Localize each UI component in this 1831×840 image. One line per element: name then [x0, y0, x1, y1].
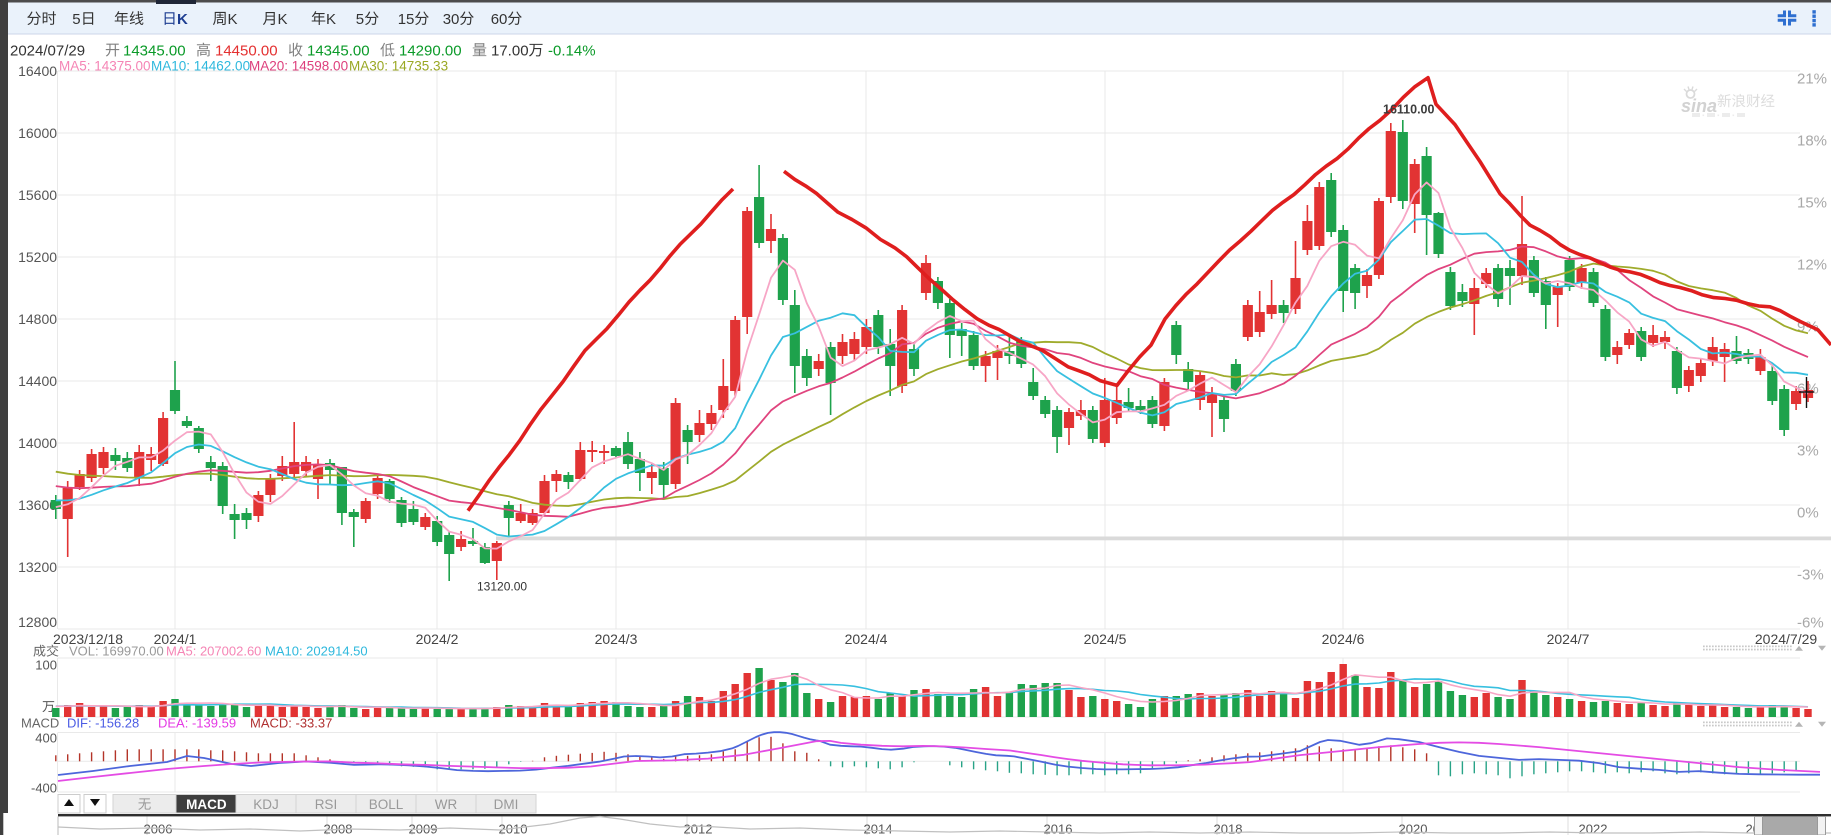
svg-text:14290.00: 14290.00 — [399, 42, 462, 59]
svg-text:K: K — [177, 11, 188, 28]
svg-text:5: 5 — [72, 11, 80, 28]
svg-text:-400: -400 — [31, 781, 57, 796]
svg-text:14400: 14400 — [18, 373, 57, 389]
svg-text:2008: 2008 — [324, 822, 353, 835]
svg-text:0%: 0% — [1797, 504, 1819, 521]
svg-text:14450.00: 14450.00 — [215, 42, 278, 59]
svg-text:2014: 2014 — [864, 822, 893, 835]
svg-text:15: 15 — [398, 11, 415, 28]
svg-text:2024/3: 2024/3 — [595, 631, 638, 647]
svg-text:2024/4: 2024/4 — [845, 631, 888, 647]
svg-text:14345.00: 14345.00 — [123, 42, 186, 59]
svg-text:2024/7/29: 2024/7/29 — [1755, 631, 1817, 647]
svg-text:14800: 14800 — [18, 311, 57, 327]
svg-text:15600: 15600 — [18, 187, 57, 203]
svg-text:3%: 3% — [1797, 442, 1819, 459]
svg-text:15200: 15200 — [18, 249, 57, 265]
svg-text:18%: 18% — [1797, 132, 1827, 149]
svg-text:16400: 16400 — [18, 63, 57, 79]
svg-text:2024/6: 2024/6 — [1322, 631, 1365, 647]
svg-text:2006: 2006 — [144, 822, 173, 835]
svg-text:15%: 15% — [1797, 194, 1827, 211]
svg-text:sina: sina — [1681, 96, 1717, 116]
svg-text:VOL: 169970.00: VOL: 169970.00 — [69, 644, 164, 659]
svg-text:17.00: 17.00 — [491, 42, 529, 59]
svg-text:2010: 2010 — [499, 822, 528, 835]
svg-text:MA5: 14375.00: MA5: 14375.00 — [59, 58, 151, 73]
svg-text:13200: 13200 — [18, 559, 57, 575]
svg-text:MA10: 202914.50: MA10: 202914.50 — [265, 644, 368, 659]
svg-text:MA5: 207002.60: MA5: 207002.60 — [166, 644, 261, 659]
svg-text:KDJ: KDJ — [253, 797, 279, 812]
svg-text:2023/12/18: 2023/12/18 — [53, 631, 123, 647]
svg-text:60: 60 — [491, 11, 508, 28]
svg-text:13600: 13600 — [18, 497, 57, 513]
svg-text:2024/2: 2024/2 — [416, 631, 459, 647]
svg-text:16000: 16000 — [18, 125, 57, 141]
svg-text:K: K — [278, 11, 288, 28]
svg-text:2024/1: 2024/1 — [154, 631, 197, 647]
svg-text:K: K — [326, 11, 336, 28]
svg-text:2016: 2016 — [1044, 822, 1073, 835]
svg-text:MA20: 14598.00: MA20: 14598.00 — [249, 58, 348, 73]
svg-text:MACD: -33.37: MACD: -33.37 — [250, 716, 332, 731]
svg-text:MA30: 14735.33: MA30: 14735.33 — [349, 58, 448, 73]
svg-text:2024/07/29: 2024/07/29 — [10, 42, 85, 59]
svg-text:14345.00: 14345.00 — [307, 42, 370, 59]
svg-text:12800: 12800 — [18, 614, 57, 630]
svg-text:2024/5: 2024/5 — [1084, 631, 1127, 647]
svg-text:12%: 12% — [1797, 256, 1827, 273]
svg-text:2012: 2012 — [684, 822, 713, 835]
svg-text:-3%: -3% — [1797, 566, 1824, 583]
svg-text:DIF: -156.28: DIF: -156.28 — [67, 716, 139, 731]
svg-text:400: 400 — [35, 731, 57, 746]
svg-text:30: 30 — [443, 11, 460, 28]
svg-text:5: 5 — [356, 11, 364, 28]
svg-text:MACD: MACD — [21, 716, 59, 731]
svg-text:WR: WR — [435, 797, 458, 812]
svg-text:DEA: -139.59: DEA: -139.59 — [158, 716, 236, 731]
svg-text:DMI: DMI — [494, 797, 519, 812]
svg-text:K: K — [228, 11, 238, 28]
svg-text:16110.00: 16110.00 — [1383, 102, 1434, 116]
svg-text:21%: 21% — [1797, 70, 1827, 87]
svg-text:100: 100 — [35, 658, 57, 673]
svg-text:BOLL: BOLL — [369, 797, 404, 812]
svg-text:2024/7: 2024/7 — [1547, 631, 1590, 647]
svg-text:14000: 14000 — [18, 435, 57, 451]
svg-text:MACD: MACD — [186, 797, 227, 812]
svg-text:RSI: RSI — [315, 797, 338, 812]
svg-text:-6%: -6% — [1797, 614, 1824, 631]
svg-text:13120.00: 13120.00 — [477, 579, 527, 593]
svg-text:MA10: 14462.00: MA10: 14462.00 — [151, 58, 250, 73]
svg-text:-0.14%: -0.14% — [548, 42, 596, 59]
